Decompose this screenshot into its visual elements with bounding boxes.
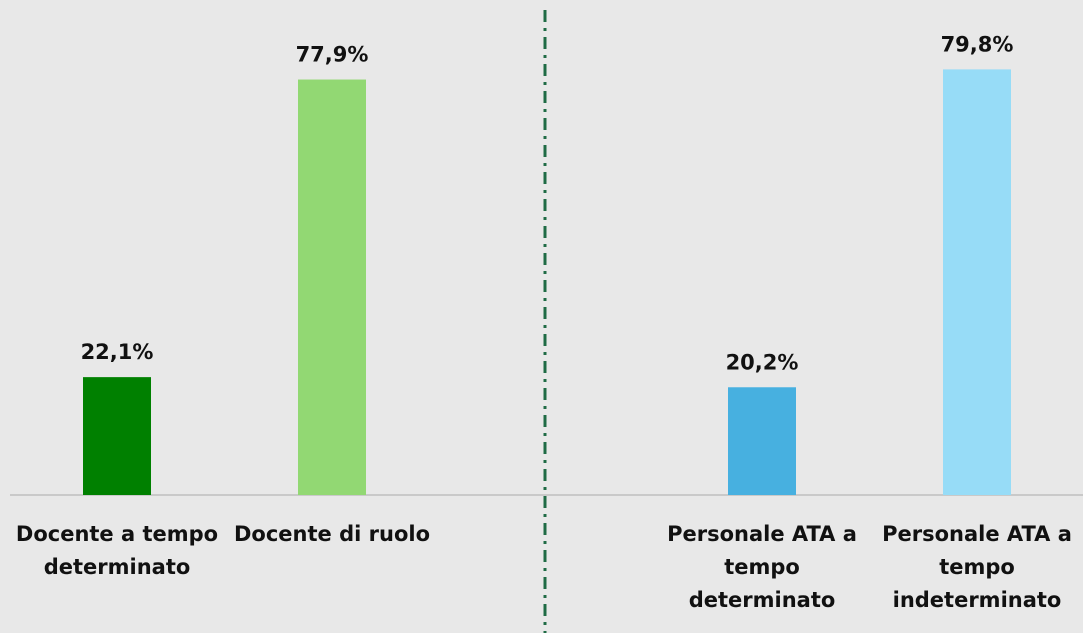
- x-tick-label: Docente di ruolo: [234, 522, 430, 546]
- bar: [83, 377, 151, 495]
- data-label: 79,8%: [941, 32, 1014, 56]
- bar: [943, 69, 1011, 496]
- data-label: 20,2%: [726, 350, 799, 374]
- bar: [298, 79, 366, 496]
- data-label: 22,1%: [81, 340, 154, 364]
- x-tick-label: Personale ATA a tempo determinato: [667, 522, 857, 612]
- x-tick-label: Docente a tempo determinato: [15, 522, 219, 579]
- data-label: 77,9%: [296, 43, 369, 67]
- x-tick-label: Personale ATA a tempo indeterminato: [882, 522, 1072, 612]
- bar: [728, 387, 796, 495]
